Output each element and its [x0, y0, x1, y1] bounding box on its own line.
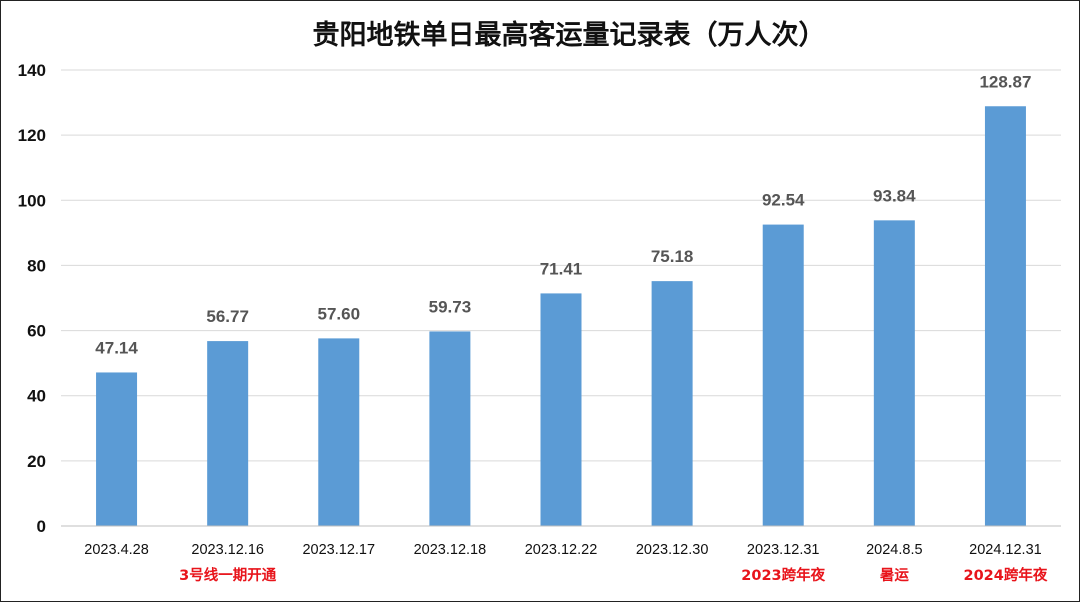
x-annotation: 2023跨年夜 [741, 566, 825, 584]
bar [762, 224, 804, 527]
x-tick-label: 2023.12.16 [191, 542, 264, 558]
x-tick-label: 2024.8.5 [866, 542, 922, 558]
x-axis-ticks: 2023.4.28 2023.12.16 2023.12.17 2023.12.18 2… [84, 542, 1041, 558]
bars [96, 106, 1026, 527]
x-annotation: 2024跨年夜 [964, 566, 1048, 584]
x-tick-label: 2023.12.22 [525, 542, 598, 558]
data-label: 59.73 [429, 297, 472, 316]
y-tick-label: 140 [18, 61, 46, 80]
y-axis-ticks: 0 20 40 60 80 100 120 140 [18, 61, 46, 536]
data-label: 93.84 [873, 186, 916, 205]
chart-title: 贵阳地铁单日最高客运量记录表（万人次） [313, 19, 826, 51]
bar [651, 281, 693, 526]
bar [207, 341, 249, 526]
y-tick-label: 80 [27, 256, 46, 275]
y-tick-label: 120 [18, 126, 46, 145]
data-label: 75.18 [651, 247, 694, 266]
y-tick-label: 60 [27, 322, 46, 341]
bar [96, 372, 138, 526]
y-tick-label: 40 [27, 387, 46, 406]
y-tick-label: 0 [37, 517, 46, 536]
x-annotation: 暑运 [880, 567, 909, 584]
data-label: 92.54 [762, 191, 805, 210]
data-label: 47.14 [95, 338, 138, 357]
data-labels: 47.14 56.77 57.60 59.73 71.41 75.18 92.54 93.84… [95, 72, 1031, 357]
data-label: 128.87 [979, 72, 1031, 91]
bar [318, 338, 360, 526]
x-tick-label: 2023.12.30 [636, 542, 709, 558]
x-tick-label: 2023.12.17 [302, 542, 375, 558]
x-tick-label: 2023.4.28 [84, 542, 149, 558]
y-tick-label: 100 [18, 191, 46, 210]
bar [984, 106, 1026, 526]
bar [540, 293, 582, 526]
bar [873, 220, 915, 526]
x-tick-label: 2024.12.31 [969, 542, 1042, 558]
bar [429, 331, 471, 526]
x-tick-label: 2023.12.18 [414, 542, 487, 558]
data-label: 57.60 [318, 304, 361, 323]
y-tick-label: 20 [27, 452, 46, 471]
data-label: 71.41 [540, 259, 583, 278]
x-axis-annotations: 3号线一期开通 2023跨年夜 暑运 2024跨年夜 [179, 566, 1048, 584]
x-tick-label: 2023.12.31 [747, 542, 820, 558]
x-annotation: 3号线一期开通 [179, 566, 277, 584]
data-label: 56.77 [206, 307, 249, 326]
